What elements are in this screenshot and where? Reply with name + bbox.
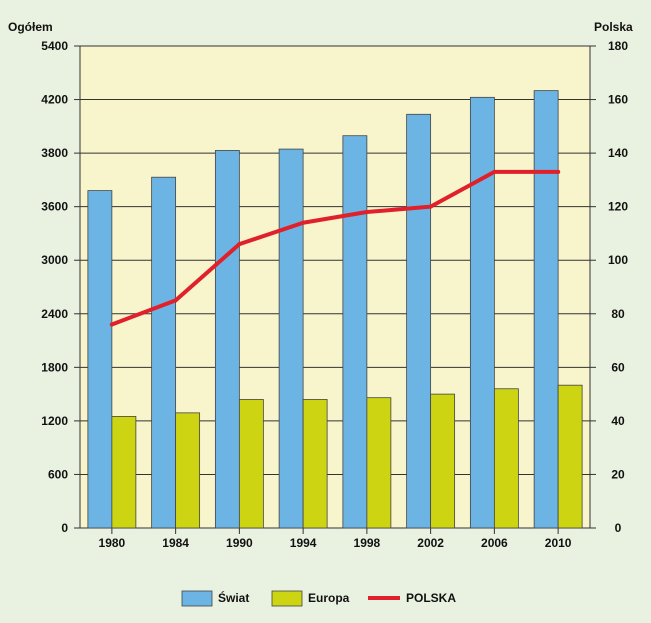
left-axis-title: Ogółem bbox=[8, 20, 53, 34]
bar-europa bbox=[493, 388, 519, 529]
x-tick-label: 1990 bbox=[226, 536, 253, 550]
left-tick-label: 4200 bbox=[41, 93, 68, 107]
point-polska bbox=[428, 204, 433, 209]
left-tick-label: 600 bbox=[48, 467, 68, 481]
right-tick-label: 20 bbox=[611, 467, 625, 481]
bar-europa bbox=[175, 412, 201, 529]
left-tick-label: 2400 bbox=[41, 307, 68, 321]
right-tick-label: 180 bbox=[608, 39, 628, 53]
left-tick-label: 5400 bbox=[41, 39, 68, 53]
bar-europa bbox=[302, 399, 328, 529]
bars bbox=[87, 90, 583, 529]
bar-swiat bbox=[342, 135, 368, 529]
bar-swiat bbox=[533, 90, 559, 529]
x-tick-label: 2002 bbox=[417, 536, 444, 550]
bar-swiat bbox=[87, 190, 113, 529]
line-series bbox=[109, 169, 561, 327]
bar-swiat bbox=[278, 148, 304, 529]
left-tick-label: 3000 bbox=[41, 253, 68, 267]
bar-swiat bbox=[469, 96, 495, 529]
point-polska bbox=[109, 322, 114, 327]
right-tick-label: 100 bbox=[608, 253, 628, 267]
left-tick-label: 0 bbox=[61, 521, 68, 535]
legend-swatch bbox=[181, 590, 213, 607]
point-polska bbox=[301, 220, 306, 225]
point-polska bbox=[492, 169, 497, 174]
legend-label: POLSKA bbox=[406, 591, 456, 605]
right-tick-label: 80 bbox=[611, 307, 625, 321]
right-tick-label: 120 bbox=[608, 200, 628, 214]
legend-label: Świat bbox=[218, 590, 249, 605]
bar-swiat bbox=[406, 113, 432, 529]
left-tick-label: 3800 bbox=[41, 146, 68, 160]
right-axis-title: Polska bbox=[594, 20, 633, 34]
right-tick-label: 140 bbox=[608, 146, 628, 160]
x-tick-label: 1980 bbox=[99, 536, 126, 550]
x-tick-label: 2006 bbox=[481, 536, 508, 550]
point-polska bbox=[237, 242, 242, 247]
legend-label: Europa bbox=[308, 591, 350, 605]
x-tick-label: 1994 bbox=[290, 536, 317, 550]
right-tick-label: 0 bbox=[615, 521, 622, 535]
point-polska bbox=[173, 298, 178, 303]
point-polska bbox=[556, 169, 561, 174]
left-tick-label: 3600 bbox=[41, 200, 68, 214]
legend: Świat Europa POLSKA bbox=[181, 590, 456, 607]
x-tick-label: 2010 bbox=[545, 536, 572, 550]
x-tick-label: 1998 bbox=[354, 536, 381, 550]
right-tick-label: 40 bbox=[611, 414, 625, 428]
left-tick-label: 1200 bbox=[41, 414, 68, 428]
tick-labels: 0 0 600 20 1200 40 1800 60 2400 80 3000 100 3600 120 3… bbox=[41, 39, 628, 550]
bar-europa bbox=[238, 399, 264, 529]
bar-europa bbox=[557, 384, 583, 529]
legend-swatch bbox=[271, 590, 303, 607]
right-tick-label: 160 bbox=[608, 93, 628, 107]
bar-europa bbox=[366, 397, 392, 529]
bar-europa bbox=[430, 393, 456, 529]
bar-europa bbox=[111, 416, 137, 529]
right-tick-label: 60 bbox=[611, 360, 625, 374]
bar-swiat bbox=[214, 150, 240, 529]
x-tick-label: 1984 bbox=[162, 536, 189, 550]
line-polska bbox=[109, 169, 561, 327]
bar-swiat bbox=[151, 176, 177, 529]
point-polska bbox=[364, 210, 369, 215]
left-tick-label: 1800 bbox=[41, 360, 68, 374]
